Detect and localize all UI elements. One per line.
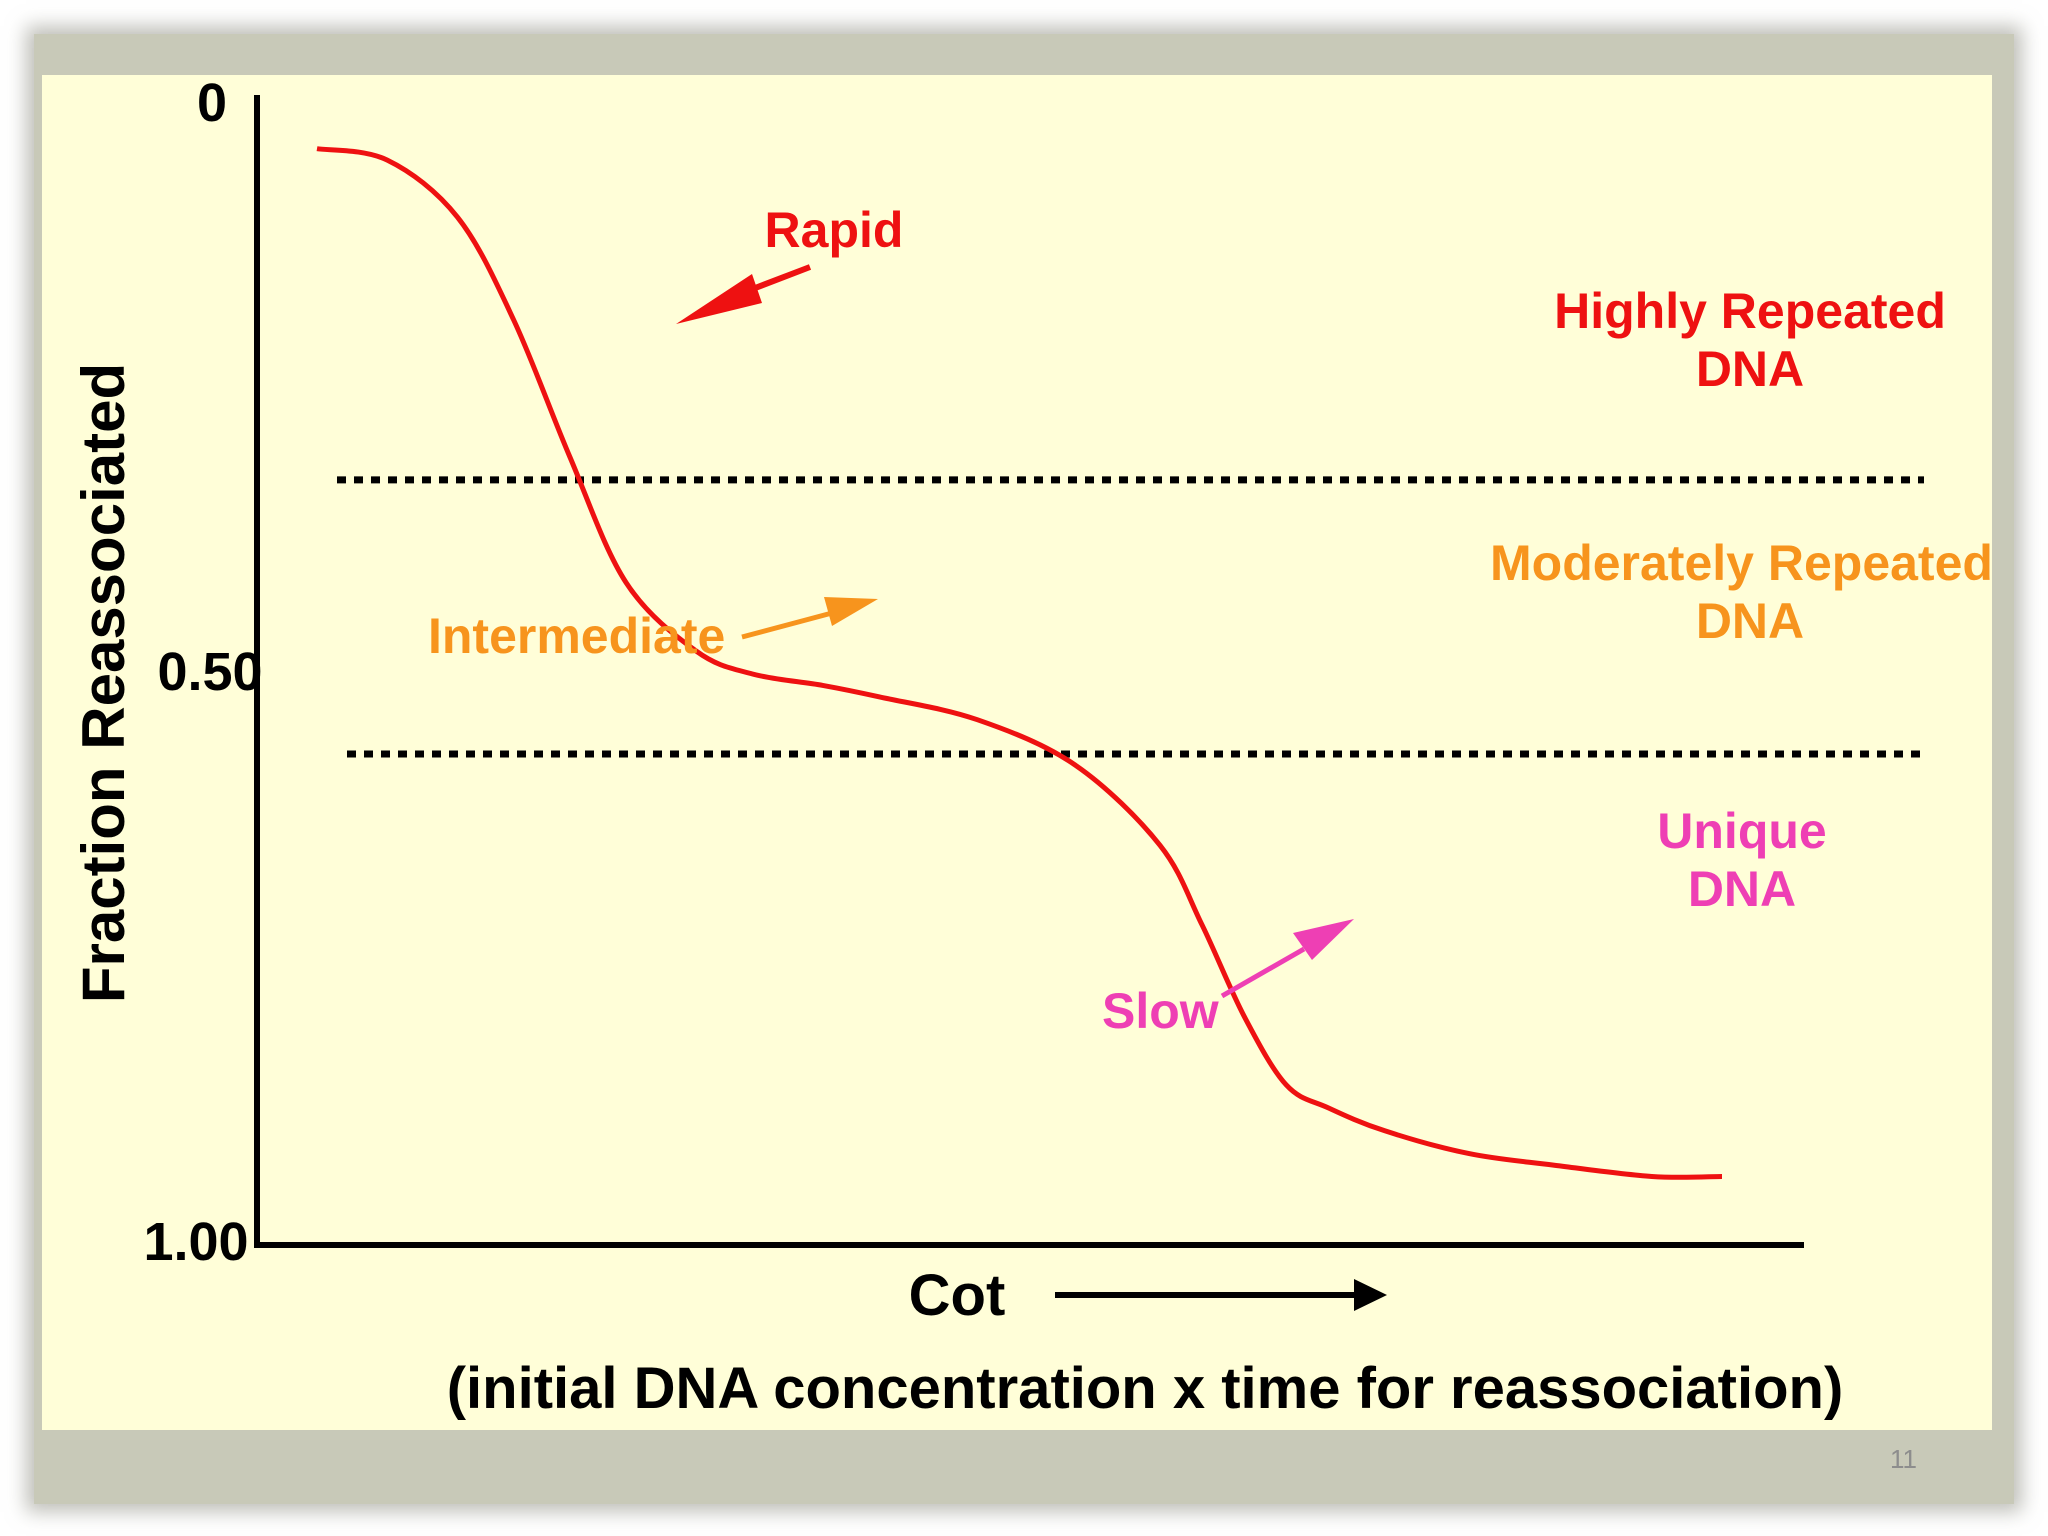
reassociation-chart: 0 0.50 1.00 Fraction Reassociated Cot (i… (70, 75, 1992, 1421)
annotation-slow: Slow (1102, 919, 1354, 1039)
region-highly-repeated-line-1: Highly Repeated (1554, 283, 1946, 339)
region-unique-line-2: DNA (1688, 861, 1796, 917)
y-tick-label-100: 1.00 (143, 1212, 248, 1272)
region-moderately-repeated-label: Moderately Repeated DNA (1490, 535, 1992, 649)
region-highly-repeated-label: Highly Repeated DNA (1554, 283, 1946, 397)
region-highly-repeated-line-2: DNA (1696, 341, 1804, 397)
x-axis-note: (initial DNA concentration x time for re… (447, 1356, 1844, 1421)
annotation-intermediate-label: Intermediate (428, 608, 725, 664)
annotation-intermediate: Intermediate (428, 597, 878, 664)
reassociation-curve (316, 146, 1723, 1180)
annotation-intermediate-arrow-shaft (741, 610, 833, 640)
region-unique-label: Unique DNA (1657, 803, 1826, 917)
chart-panel: 0 0.50 1.00 Fraction Reassociated Cot (i… (42, 75, 1992, 1430)
annotation-rapid-arrow-head (676, 274, 762, 324)
annotation-rapid-arrow-shaft (748, 264, 812, 293)
region-moderately-repeated-line-1: Moderately Repeated (1490, 535, 1992, 591)
region-moderately-repeated-line-2: DNA (1696, 593, 1804, 649)
annotation-slow-arrow-head (1293, 919, 1354, 960)
y-tick-label-050: 0.50 (157, 642, 262, 702)
y-tick-label-0: 0 (197, 75, 227, 133)
y-axis-label: Fraction Reassociated (70, 363, 137, 1003)
annotation-rapid-label: Rapid (765, 202, 904, 258)
annotation-slow-label: Slow (1102, 983, 1219, 1039)
annotation-rapid: Rapid (676, 202, 903, 324)
x-direction-arrow-head (1354, 1279, 1387, 1311)
page-number: 11 (1890, 1444, 1917, 1474)
annotation-intermediate-arrow-head (824, 597, 878, 626)
annotation-slow-arrow-shaft (1220, 946, 1306, 999)
x-axis-label: Cot (909, 1263, 1006, 1328)
region-unique-line-1: Unique (1657, 803, 1826, 859)
